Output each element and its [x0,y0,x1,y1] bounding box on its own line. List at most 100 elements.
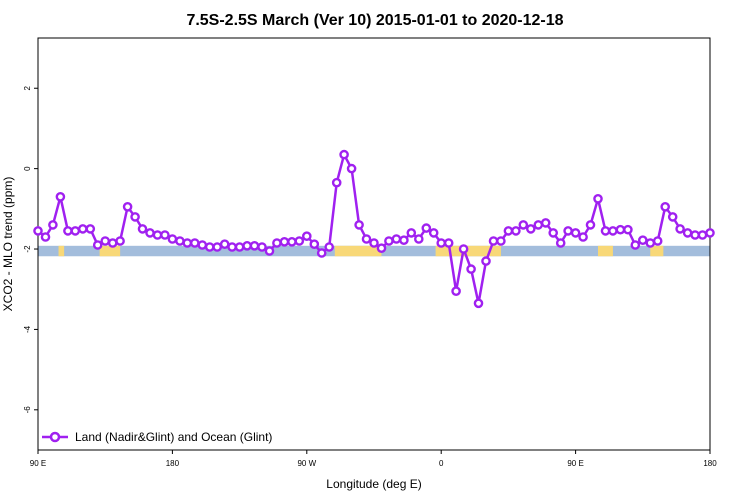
data-point [652,236,663,246]
data-point [690,230,700,240]
data-point [436,238,447,248]
data-point [496,236,506,246]
legend-marker [49,431,61,443]
data-point [376,243,387,253]
data-point [473,298,484,309]
data-point [167,234,178,244]
data-point [481,256,491,266]
data-point [331,177,342,188]
data-point [227,242,237,252]
data-point [137,224,148,234]
y-axis-label: XCO2 - MLO trend (ppm) [1,177,15,312]
land-band [334,245,382,257]
data-point [406,228,417,238]
land-band [650,245,664,257]
data-point [175,236,185,246]
data-point [697,230,708,240]
data-point [361,234,372,244]
data-point [234,242,245,252]
data-point [249,240,260,251]
data-point [563,226,573,236]
data-point [70,226,81,236]
series-points [33,149,715,309]
data-point [354,220,364,230]
land-band [598,245,613,257]
data-point [384,236,394,246]
data-point [630,240,641,250]
data-point [518,220,529,230]
data-point [645,238,656,248]
data-point [287,236,297,247]
x-tick-label: 0 [439,459,444,468]
data-point [615,224,626,235]
data-point [242,240,252,251]
data-point [309,239,320,249]
chart-title: 7.5S-2.5S March (Ver 10) 2015-01-01 to 2… [186,12,563,29]
data-point [100,236,110,246]
data-point [466,264,476,274]
x-axis-label: Longitude (deg E) [326,477,421,491]
data-point [219,239,230,249]
y-tick-label: 2 [23,85,32,90]
x-tick-label: 90 W [297,459,316,468]
data-point [115,236,125,246]
data-point [585,220,596,230]
legend: Land (Nadir&Glint) and Ocean (Glint) [42,430,272,444]
y-tick-label: -6 [23,406,32,414]
data-point [578,232,588,242]
data-point [48,220,58,230]
data-point [152,230,163,240]
data-point [391,234,402,244]
data-point [593,193,603,204]
data-point [667,212,678,222]
legend-label: Land (Nadir&Glint) and Ocean (Glint) [75,430,272,444]
data-point [570,228,581,238]
data-point [399,235,409,245]
data-point [660,201,671,212]
x-tick-label: 180 [703,459,717,468]
x-tick-label: 90 E [567,459,583,468]
data-point [600,226,611,236]
data-point [272,238,282,248]
y-axis: 2 0 -2 -4 -6 [23,85,38,413]
data-point [428,228,439,238]
data-point [145,228,155,238]
x-tick-label: 90 E [30,459,46,468]
data-point [264,246,275,256]
data-point [369,238,379,248]
data-point [413,234,424,244]
data-point [78,224,88,234]
land-band [58,245,65,257]
data-point [197,240,208,250]
data-point [182,238,193,248]
data-point [488,236,499,246]
data-point [279,236,290,247]
data-point [212,242,222,252]
land-ocean-strip [38,245,710,257]
data-point [540,218,551,228]
data-point [623,224,633,235]
data-point [55,191,66,202]
y-tick-label: 0 [23,166,32,171]
data-point [682,228,693,238]
data-point [511,226,521,236]
plot-frame [37,37,711,451]
data-point [107,238,118,248]
data-point [130,212,140,222]
y-tick-label: -4 [23,325,32,333]
land-band [99,245,121,257]
data-point [533,220,544,230]
data-point [339,149,349,160]
data-point [503,226,514,236]
y-tick-label: -2 [23,245,32,253]
x-tick-label: 180 [166,459,180,468]
data-point [458,244,469,254]
data-point [608,226,618,236]
data-point [555,238,566,248]
data-point [160,230,170,240]
data-point [443,238,454,248]
data-point [638,235,648,245]
data-point [40,232,51,242]
data-point [294,236,305,246]
